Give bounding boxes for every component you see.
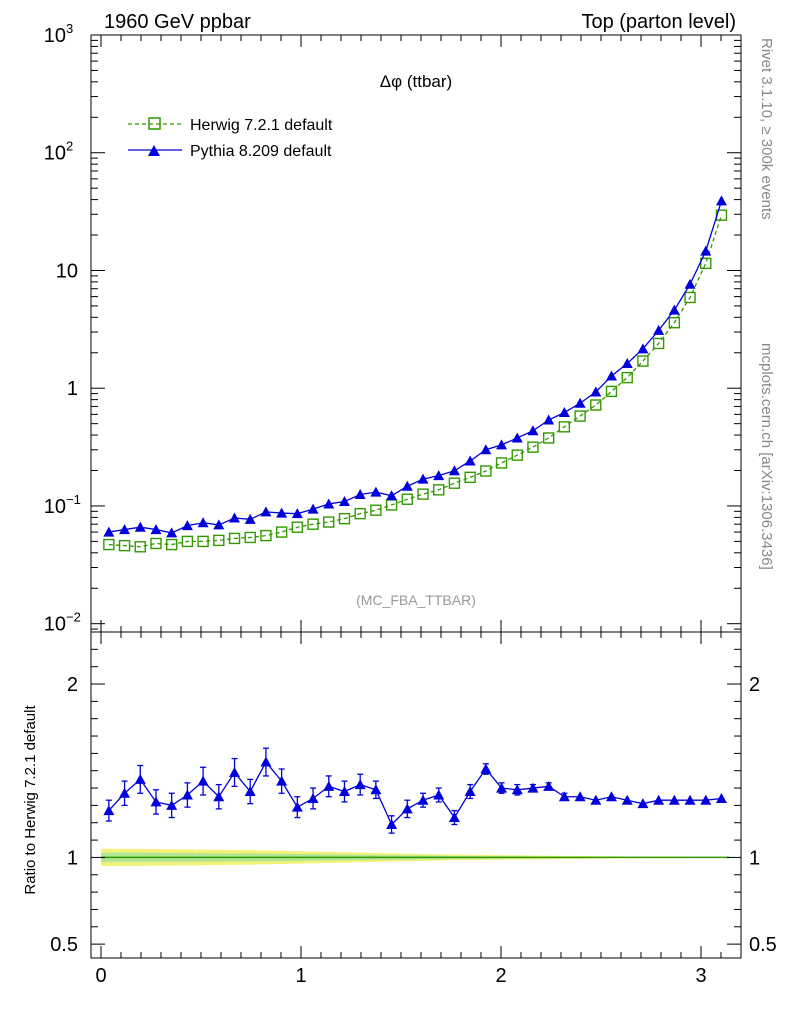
pythia-ratio-point bbox=[292, 802, 303, 812]
analysis-annotation: (MC_FBA_TTBAR) bbox=[356, 592, 476, 608]
main-ytick-label: 10−1 bbox=[44, 492, 81, 518]
ratio-xtick-label: 0 bbox=[95, 965, 106, 987]
pythia-ratio-point bbox=[402, 803, 413, 813]
main-frame bbox=[91, 35, 741, 632]
ratio-ylabel: Ratio to Herwig 7.2.1 default bbox=[22, 705, 39, 895]
ratio-panel: 0.5 0.5 1 1 2 2 0 1 2 3 bbox=[50, 632, 777, 987]
pythia-point bbox=[496, 439, 507, 449]
ratio-xtick-label: 1 bbox=[295, 965, 306, 987]
pythia-ratio-point bbox=[229, 767, 240, 777]
ratio-ytick-label-left: 1 bbox=[67, 847, 78, 869]
pythia-ratio-point bbox=[418, 795, 429, 805]
ratio-xtick-label: 2 bbox=[495, 965, 506, 987]
herwig-point bbox=[528, 442, 538, 452]
herwig-point bbox=[449, 478, 459, 488]
ratio-ytick-label-right: 2 bbox=[749, 674, 760, 696]
pythia-point bbox=[575, 398, 586, 408]
main-ytick-label-base: 1 bbox=[67, 378, 78, 400]
pythia-ratio-point bbox=[150, 796, 161, 806]
main-ytick-label-base: 10 bbox=[44, 496, 66, 518]
pythia-ratio-point bbox=[198, 776, 209, 786]
pythia-point bbox=[402, 481, 413, 491]
pythia-ratio-point bbox=[465, 786, 476, 796]
pythia-ratio-point bbox=[606, 791, 617, 801]
pythia-point bbox=[606, 370, 617, 380]
pythia-point bbox=[370, 487, 381, 497]
main-ytick-label: 10 bbox=[56, 260, 78, 282]
pythia-point bbox=[669, 305, 680, 315]
main-ytick-label: 1 bbox=[67, 378, 78, 400]
pythia-point bbox=[229, 513, 240, 523]
main-ytick-label-exponent: −2 bbox=[66, 610, 81, 625]
pythia-ratio-point bbox=[433, 790, 444, 800]
main-ytick-label-base: 10 bbox=[44, 25, 66, 47]
header-right: Top (parton level) bbox=[581, 11, 736, 33]
pythia-point bbox=[512, 432, 523, 442]
herwig-line bbox=[109, 215, 722, 547]
main-ytick-label-exponent: 3 bbox=[66, 21, 73, 36]
header-left: 1960 GeV ppbar bbox=[104, 11, 251, 33]
pythia-point bbox=[543, 415, 554, 425]
pythia-ratio-point bbox=[135, 774, 146, 784]
pythia-point bbox=[559, 407, 570, 417]
pythia-point bbox=[480, 444, 491, 454]
ratio-ytick-label-right: 1 bbox=[749, 847, 760, 869]
ratio-ytick-label-left: 2 bbox=[67, 674, 78, 696]
main-ytick-label-exponent: 2 bbox=[66, 139, 73, 154]
main-ytick-label-base: 10 bbox=[44, 614, 66, 636]
herwig-point bbox=[277, 527, 287, 537]
main-ytick-label-base: 10 bbox=[44, 143, 66, 165]
pythia-point bbox=[527, 425, 538, 435]
main-title: Δφ (ttbar) bbox=[380, 72, 452, 91]
pythia-point bbox=[700, 246, 711, 256]
pythia-ratio-point bbox=[308, 793, 319, 803]
side-note-mcplots: mcplots.cern.ch [arXiv:1306.3436] bbox=[758, 343, 775, 570]
pythia-point bbox=[449, 465, 460, 475]
pythia-ratio-point bbox=[449, 812, 460, 822]
herwig-point bbox=[497, 458, 507, 468]
main-ytick-label: 10−2 bbox=[44, 610, 81, 636]
legend-label-herwig: Herwig 7.2.1 default bbox=[190, 117, 333, 134]
pythia-point bbox=[339, 496, 350, 506]
pythia-point bbox=[308, 504, 319, 514]
pythia-point bbox=[433, 470, 444, 480]
ratio-xtick-label: 3 bbox=[695, 965, 706, 987]
pythia-point bbox=[465, 455, 476, 465]
herwig-point bbox=[371, 505, 381, 515]
pythia-ratio-line bbox=[109, 762, 722, 824]
pythia-ratio-point bbox=[480, 763, 491, 773]
pythia-ratio-point bbox=[370, 784, 381, 794]
pythia-ratio-point bbox=[339, 786, 350, 796]
pythia-ratio-point bbox=[260, 757, 271, 767]
legend-label-pythia: Pythia 8.209 default bbox=[190, 143, 332, 160]
side-note-rivet: Rivet 3.1.10, ≥ 300k events bbox=[758, 38, 775, 220]
pythia-ratio-point bbox=[355, 779, 366, 789]
pythia-point bbox=[260, 506, 271, 516]
pythia-ratio-point bbox=[323, 781, 334, 791]
main-ytick-label-base: 10 bbox=[56, 260, 78, 282]
legend: Herwig 7.2.1 default Pythia 8.209 defaul… bbox=[128, 117, 333, 160]
herwig-point bbox=[418, 489, 428, 499]
pythia-point bbox=[716, 195, 727, 205]
ratio-ytick-label-left: 0.5 bbox=[50, 934, 78, 956]
pythia-point bbox=[135, 522, 146, 532]
pythia-ratio-point bbox=[716, 793, 727, 803]
main-ytick-label-exponent: −1 bbox=[66, 492, 81, 507]
ratio-ytick-label-right: 0.5 bbox=[749, 934, 777, 956]
herwig-point bbox=[544, 433, 554, 443]
pythia-point bbox=[685, 279, 696, 289]
pythia-point bbox=[198, 517, 209, 527]
pythia-ratio-point bbox=[543, 781, 554, 791]
